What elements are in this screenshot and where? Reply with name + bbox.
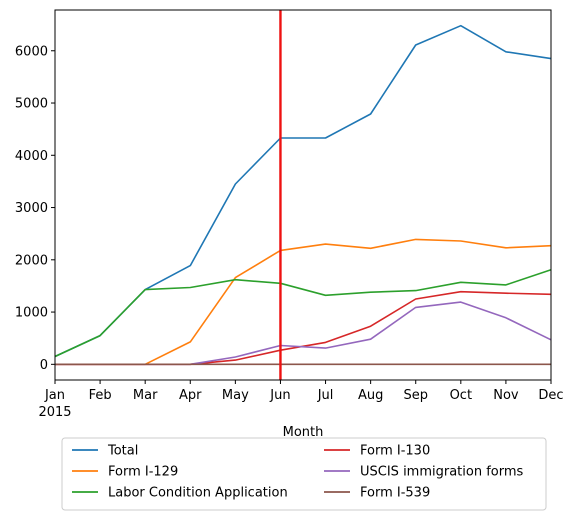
legend-label: Form I-130 (360, 444, 430, 459)
series-line-2 (54, 268, 552, 358)
x-tick-label: Apr (179, 388, 202, 403)
x-axis: Jan Feb Mar Apr May Jun Jul Aug Sep Oct Nov Dec (44, 380, 564, 403)
series-line-3 (55, 290, 552, 366)
x-tick-label: Mar (133, 388, 158, 403)
x-axis-title: Month (283, 425, 324, 440)
legend: Total Form I-129 Labor Condition Applicati… (61, 437, 547, 511)
y-tick-label: 5000 (15, 97, 48, 112)
x-tick-label: Oct (450, 388, 472, 403)
legend-item-4: USCIS immigration forms (324, 465, 524, 480)
series-lines (54, 24, 552, 366)
legend-box (61, 437, 547, 511)
plot-frame (54, 9, 552, 381)
x-tick-label: Jul (317, 388, 334, 403)
x-tick-label: Jan (44, 388, 65, 403)
legend-item-0: Total (72, 444, 138, 459)
legend-item-5: Form I-539 (324, 486, 430, 501)
legend-item-1: Form I-129 (72, 465, 178, 480)
y-tick-label: 2000 (15, 253, 48, 268)
legend-item-2: Labor Condition Application (72, 486, 288, 501)
y-tick-label: 6000 (15, 44, 48, 59)
legend-label: USCIS immigration forms (360, 465, 524, 480)
legend-label: Total (107, 444, 138, 459)
y-tick-label: 0 (40, 358, 48, 373)
legend-item-3: Form I-130 (324, 444, 430, 459)
x-tick-label: Dec (538, 388, 563, 403)
y-axis: 0 1000 2000 3000 4000 5000 6000 (15, 44, 55, 373)
legend-label: Labor Condition Application (108, 486, 288, 501)
y-tick-label: 3000 (15, 201, 48, 216)
x-tick-label: May (222, 388, 249, 403)
x-tick-label: Jun (269, 388, 290, 403)
legend-label: Form I-539 (360, 486, 430, 501)
series-line-4 (55, 301, 552, 366)
x-tick-label: Feb (89, 388, 112, 403)
x-tick-label: Nov (493, 388, 519, 403)
legend-label: Form I-129 (108, 465, 178, 480)
y-tick-label: 1000 (15, 306, 48, 321)
x-tick-label: Aug (358, 388, 383, 403)
x-year-label: 2015 (38, 405, 71, 420)
y-tick-label: 4000 (15, 149, 48, 164)
x-tick-label: Sep (403, 388, 428, 403)
